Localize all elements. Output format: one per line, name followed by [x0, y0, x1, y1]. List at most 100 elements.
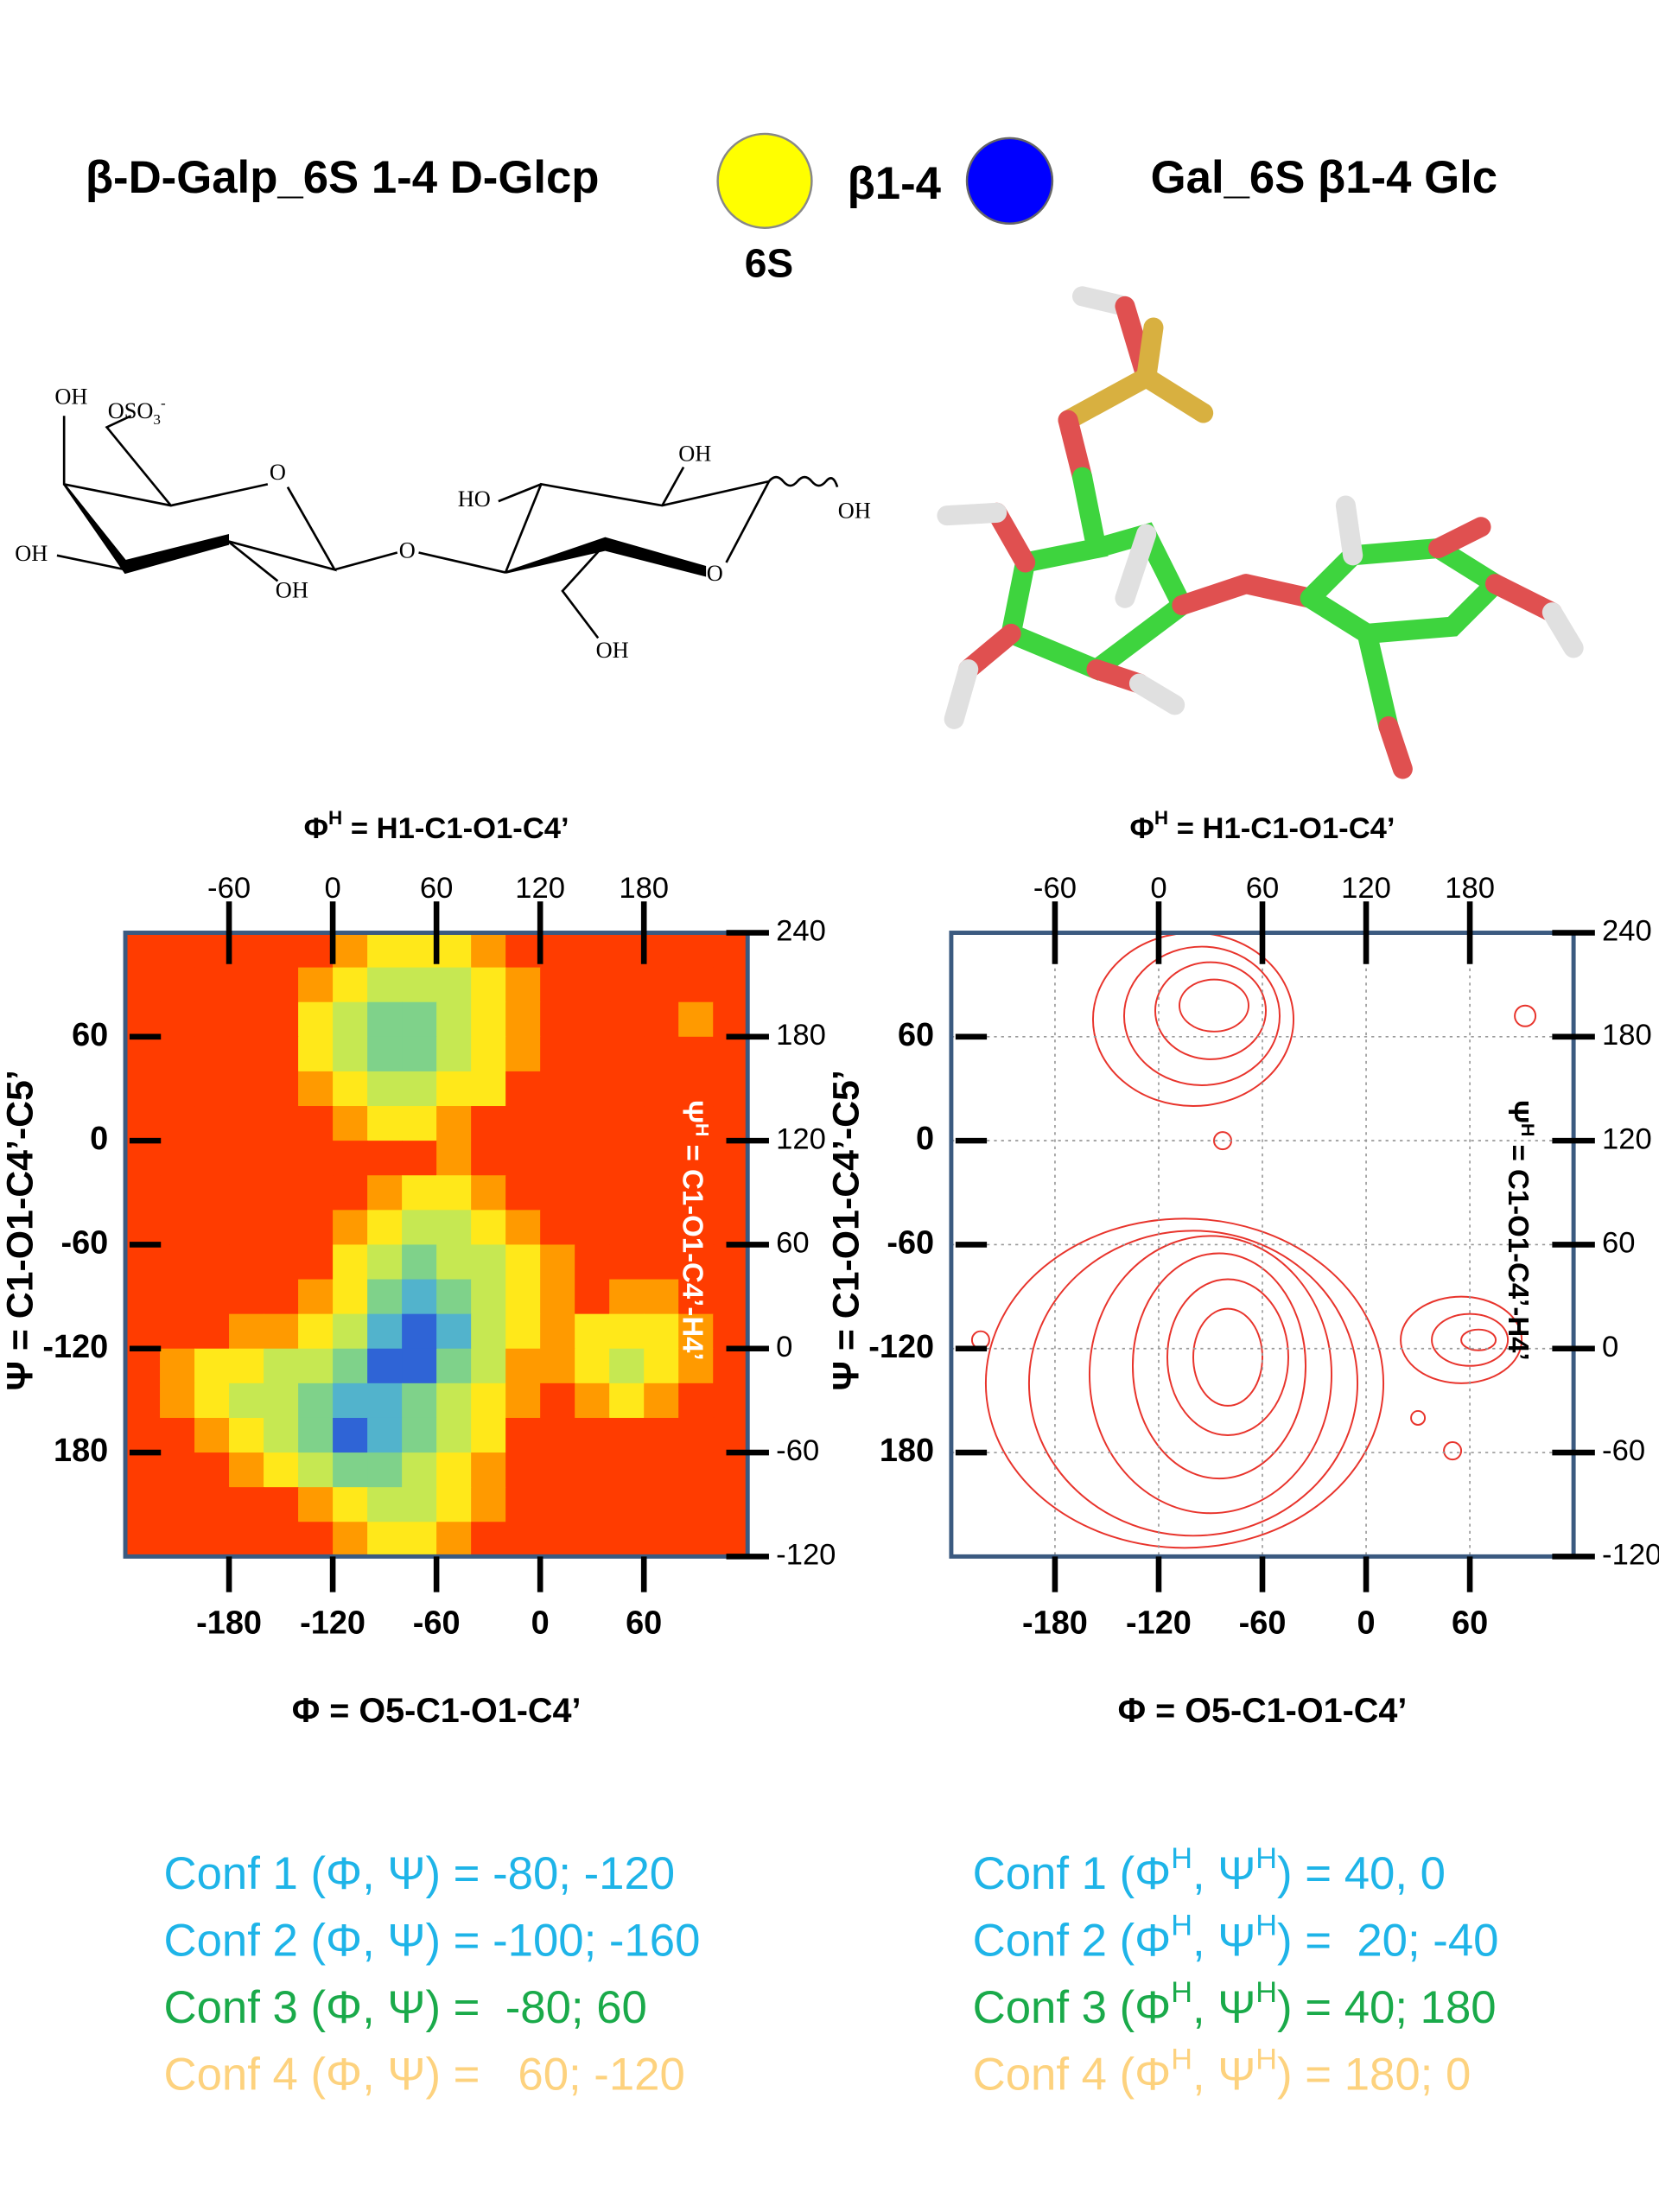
heat-cell [713, 1210, 748, 1246]
heat-cell [609, 932, 645, 969]
heat-cell [540, 1382, 576, 1419]
heat-cell [229, 1522, 264, 1557]
heat-cell [678, 932, 715, 969]
x-tick-label: -60 [1239, 1605, 1287, 1641]
heat-cell [644, 1071, 680, 1107]
text-part: O [399, 538, 416, 563]
heat-cell [229, 1244, 264, 1281]
heat-cell [471, 1001, 506, 1038]
heat-cell [367, 1279, 403, 1315]
text-part: Ψ [1503, 1100, 1535, 1123]
heat-cell [575, 1522, 611, 1557]
heat-cell [471, 1417, 506, 1453]
heat-cell [125, 1141, 161, 1177]
heat-cell [678, 1487, 715, 1523]
heat-cell [194, 1452, 230, 1488]
heat-cell [264, 1244, 299, 1281]
heat-cell [713, 1036, 748, 1072]
contour-line [1092, 932, 1294, 1107]
heat-cell [402, 1141, 437, 1177]
heat-cell [194, 1036, 230, 1072]
heat-cell [194, 1210, 230, 1246]
heat-cell [540, 1417, 576, 1453]
heat-cell [471, 1382, 506, 1419]
heat-cell [264, 1210, 299, 1246]
bond [227, 486, 337, 572]
heat-cell [333, 1279, 368, 1315]
heat-cell [471, 1071, 506, 1107]
heat-cell [644, 1279, 680, 1315]
heat-cell [713, 967, 748, 1003]
heat-cell [125, 1279, 161, 1315]
contour-line [1131, 1252, 1307, 1480]
heat-cell [333, 1036, 368, 1072]
atom-label: OH [15, 541, 48, 566]
heat-cell [436, 1001, 472, 1038]
x-tick-label: -60 [413, 1605, 461, 1641]
x-tick-label: -120 [1126, 1605, 1192, 1641]
bond [498, 483, 542, 503]
heat-cell [575, 1071, 611, 1107]
heat-cell [194, 1348, 230, 1384]
heat-cell [367, 967, 403, 1003]
heat-cell [298, 1001, 334, 1038]
heat-cell [125, 1175, 161, 1211]
heat-cell [609, 1487, 645, 1523]
heat-cell [609, 1313, 645, 1350]
x-axis-label: Φ = O5-C1-O1-C4’ [1118, 1692, 1408, 1730]
heat-cell [367, 1071, 403, 1107]
contour-line [1027, 1230, 1359, 1537]
x2-axis-label: ΦH = H1-C1-O1-C4’ [304, 807, 569, 845]
heat-cell [609, 1417, 645, 1453]
heat-cell [367, 1382, 403, 1419]
heat-cell [125, 1001, 161, 1038]
heat-cell [436, 1175, 472, 1211]
galactose-symbol [716, 132, 813, 229]
heat-cell [471, 1452, 506, 1488]
heat-cell [229, 1036, 264, 1072]
heat-cell [436, 1348, 472, 1384]
heat-cell [609, 967, 645, 1003]
heat-cell [367, 932, 403, 969]
heat-cell [160, 1036, 195, 1072]
atom-label: O [399, 538, 416, 563]
heat-cell [229, 1175, 264, 1211]
heat-cell [505, 1001, 541, 1038]
heat-cell [713, 1487, 748, 1523]
heat-cell [609, 1001, 645, 1038]
contour-line [1154, 961, 1268, 1060]
contour-line [1514, 1004, 1537, 1027]
heat-cell [125, 1071, 161, 1107]
y-tick-label: 180 [880, 1433, 934, 1469]
linkage: β1-4 [848, 158, 942, 209]
text-part: = C1-O1-C4’-H4’ [1503, 1136, 1535, 1360]
heat-cell [609, 1210, 645, 1246]
heat-cell [713, 1522, 748, 1557]
y-axis-label: Ψ = C1-O1-C4’-C5’ [0, 1070, 41, 1390]
heat-cell [194, 1106, 230, 1141]
x2-tick-label: 0 [1150, 872, 1166, 905]
heat-cell [160, 1210, 195, 1246]
heat-cell [609, 1382, 645, 1419]
heat-cell [471, 1279, 506, 1315]
heat-cell [678, 1175, 715, 1211]
heat-cell [298, 1382, 334, 1419]
heat-cell [540, 1452, 576, 1488]
x-axis-label: Φ = O5-C1-O1-C4’ [292, 1692, 582, 1730]
heat-cell [367, 1244, 403, 1281]
heat-cell [160, 1001, 195, 1038]
text-part: OH [838, 498, 871, 523]
heat-cell [402, 967, 437, 1003]
heat-cell [505, 1417, 541, 1453]
text-part: H [328, 807, 342, 829]
heat-cell [229, 1452, 264, 1488]
heat-cell [402, 1522, 437, 1557]
bond [418, 551, 506, 574]
heat-cell [644, 967, 680, 1003]
heat-cell [505, 1452, 541, 1488]
heat-cell [160, 1279, 195, 1315]
atom-label: OH [596, 638, 629, 663]
x2-tick-label: 0 [324, 872, 340, 905]
heat-cell [575, 967, 611, 1003]
bond [105, 415, 172, 506]
